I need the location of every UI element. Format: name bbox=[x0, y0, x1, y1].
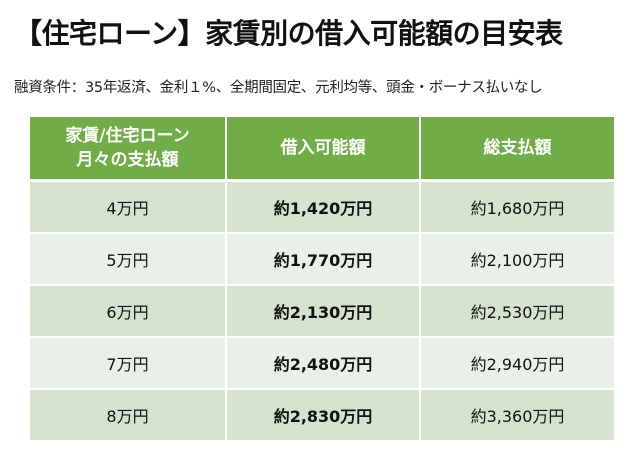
header-monthly-payment-line2: 月々の支払額 bbox=[76, 150, 179, 170]
cell-borrowable-amount: 約2,130万円 bbox=[226, 285, 421, 338]
cell-monthly-payment: 5万円 bbox=[30, 233, 227, 286]
page-title: 【住宅ローン】家賃別の借入可能額の目安表 bbox=[14, 17, 563, 50]
cell-total-payment: 約2,530万円 bbox=[420, 285, 614, 338]
cell-monthly-payment: 4万円 bbox=[30, 180, 227, 234]
header-monthly-payment: 家賃/住宅ローン 月々の支払額 bbox=[30, 117, 227, 182]
cell-borrowable-amount: 約2,830万円 bbox=[226, 389, 421, 442]
table-row: 5万円 約1,770万円 約2,100万円 bbox=[30, 233, 614, 286]
table-row: 7万円 約2,480万円 約2,940万円 bbox=[30, 337, 614, 390]
header-total-payment: 総支払額 bbox=[420, 117, 614, 182]
cell-monthly-payment: 8万円 bbox=[30, 389, 227, 442]
loan-table: 家賃/住宅ローン 月々の支払額 借入可能額 総支払額 4万円 約1,420万円 … bbox=[30, 117, 614, 442]
cell-total-payment: 約2,940万円 bbox=[420, 337, 614, 390]
cell-monthly-payment: 7万円 bbox=[30, 337, 227, 390]
header-monthly-payment-line1: 家賃/住宅ローン bbox=[65, 126, 190, 146]
table-row: 4万円 約1,420万円 約1,680万円 bbox=[30, 180, 614, 234]
cell-total-payment: 約1,680万円 bbox=[420, 180, 614, 234]
cell-borrowable-amount: 約2,480万円 bbox=[226, 337, 421, 390]
cell-total-payment: 約3,360万円 bbox=[420, 389, 614, 442]
table-row: 6万円 約2,130万円 約2,530万円 bbox=[30, 285, 614, 338]
table-header-row: 家賃/住宅ローン 月々の支払額 借入可能額 総支払額 bbox=[30, 117, 614, 182]
cell-borrowable-amount: 約1,420万円 bbox=[226, 180, 421, 234]
cell-monthly-payment: 6万円 bbox=[30, 285, 227, 338]
cell-borrowable-amount: 約1,770万円 bbox=[226, 233, 421, 286]
table-row: 8万円 約2,830万円 約3,360万円 bbox=[30, 389, 614, 442]
loan-conditions: 融資条件：35年返済、金利１%、全期間固定、元利均等、頭金・ボーナス払いなし bbox=[14, 80, 543, 96]
header-borrowable-amount: 借入可能額 bbox=[226, 117, 421, 182]
cell-total-payment: 約2,100万円 bbox=[420, 233, 614, 286]
